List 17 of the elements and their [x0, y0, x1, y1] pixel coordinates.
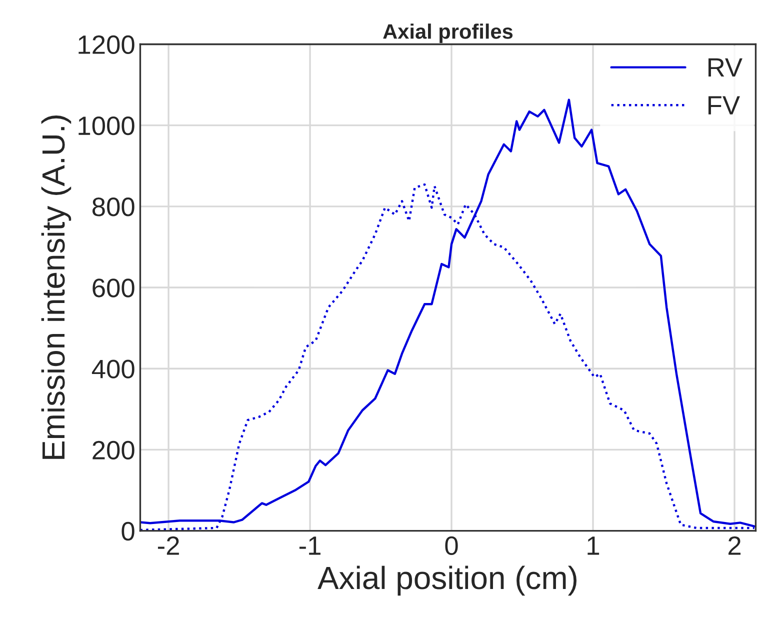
- y-axis-title: Emission intensity (A.U.): [41, 116, 72, 459]
- y-tick-label: 200: [92, 440, 134, 460]
- y-tick-label: 800: [92, 198, 134, 216]
- x-tick-label: 2: [728, 536, 741, 555]
- y-tick-label: 1000: [78, 116, 134, 136]
- y-tick-label: 400: [92, 360, 134, 378]
- legend-label: FV: [708, 96, 740, 114]
- x-axis-title: Axial position (cm): [318, 566, 576, 596]
- y-tick-label: 1200: [78, 35, 134, 54]
- y-tick-label: 0: [122, 522, 134, 541]
- legend-label: RV: [708, 58, 742, 77]
- x-tick-label: 1: [588, 536, 600, 555]
- chart-title: Axial profiles: [383, 24, 513, 43]
- x-tick-label: -2: [158, 536, 179, 555]
- y-tick-label: 600: [92, 278, 134, 298]
- x-tick-label: -1: [299, 536, 320, 555]
- x-tick-label: 0: [445, 536, 458, 556]
